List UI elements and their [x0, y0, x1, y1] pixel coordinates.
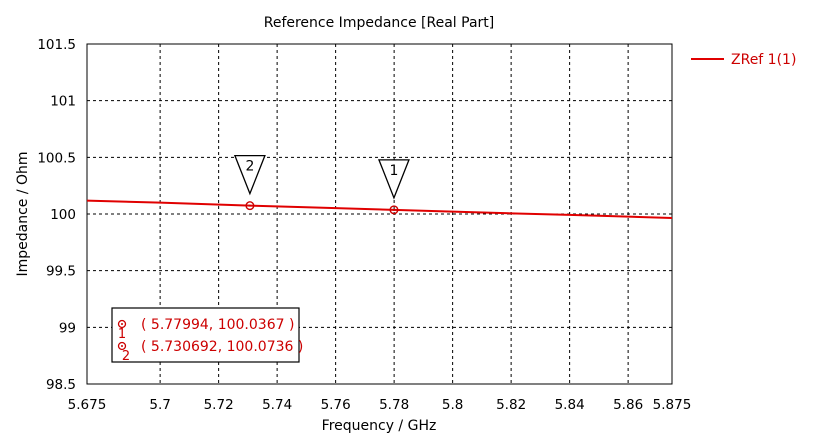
- marker-2-point-dot: [248, 204, 251, 207]
- marker-layer: 12: [233, 155, 410, 215]
- marker-readout-2: 2 ( 5.730692, 100.0736 ): [117, 339, 303, 364]
- y-tick-labels: 98.5 99 99.5 100 100.5 101 101.5: [37, 37, 76, 393]
- marker-2-flag-label: 2: [245, 159, 254, 175]
- series-line: [86, 199, 673, 219]
- marker-1-point-dot: [392, 208, 395, 211]
- y-tick-label: 100: [50, 207, 76, 223]
- y-axis-label: Impedance / Ohm: [15, 151, 31, 276]
- x-tick-label: 5.8: [442, 397, 463, 413]
- series-layer: [86, 199, 673, 219]
- y-tick-label: 101.5: [37, 37, 76, 53]
- legend-label: ZRef 1(1): [731, 52, 796, 68]
- marker-1-flag: [377, 159, 410, 200]
- x-tick-label: 5.74: [262, 397, 292, 413]
- y-tick-label: 100.5: [37, 150, 76, 166]
- x-tick-label: 5.675: [68, 397, 107, 413]
- y-tick-label: 99: [59, 320, 76, 336]
- x-tick-label: 5.875: [653, 397, 692, 413]
- x-tick-label: 5.78: [379, 397, 409, 413]
- marker-readout-box: 1 ( 5.77994, 100.0367 ) 2 ( 5.730692, 10…: [111, 307, 303, 364]
- y-tick-label: 99.5: [46, 264, 76, 280]
- marker-readout-1-icon: [117, 319, 127, 329]
- x-tick-label: 5.86: [613, 397, 643, 413]
- y-tick-label: 101: [50, 94, 76, 110]
- x-tick-labels: 5.675 5.7 5.72 5.74 5.76 5.78 5.8 5.82 5.84 5.86 5…: [68, 397, 692, 413]
- marker-readout-2-value: ( 5.730692, 100.0736 ): [141, 339, 303, 355]
- marker-readout-2-icon: [117, 341, 127, 351]
- x-tick-label: 5.84: [555, 397, 585, 413]
- marker-2-flag: [233, 155, 266, 196]
- marker-readout-1: 1 ( 5.77994, 100.0367 ): [117, 317, 294, 342]
- x-tick-label: 5.76: [321, 397, 351, 413]
- marker-readout-frame: [111, 307, 300, 363]
- x-tick-label: 5.72: [204, 397, 234, 413]
- marker-readout-1-number: 1: [118, 327, 126, 342]
- chart-title: Reference Impedance [Real Part]: [264, 15, 495, 31]
- marker-readout-1-value: ( 5.77994, 100.0367 ): [141, 317, 294, 333]
- plot-frame: [86, 43, 673, 385]
- marker-readout-1-icon-dot: [121, 323, 123, 325]
- x-tick-label: 5.82: [496, 397, 526, 413]
- marker-readout-2-number: 2: [122, 349, 130, 364]
- marker-readout-2-icon-dot: [121, 345, 123, 347]
- x-axis-label: Frequency / GHz: [322, 418, 437, 434]
- x-tick-label: 5.7: [149, 397, 170, 413]
- legend: ZRef 1(1): [691, 52, 796, 68]
- y-tick-label: 98.5: [46, 377, 76, 393]
- marker-1-flag-label: 1: [389, 163, 398, 179]
- marker-1-point: [389, 205, 399, 215]
- marker-2-point: [245, 201, 255, 211]
